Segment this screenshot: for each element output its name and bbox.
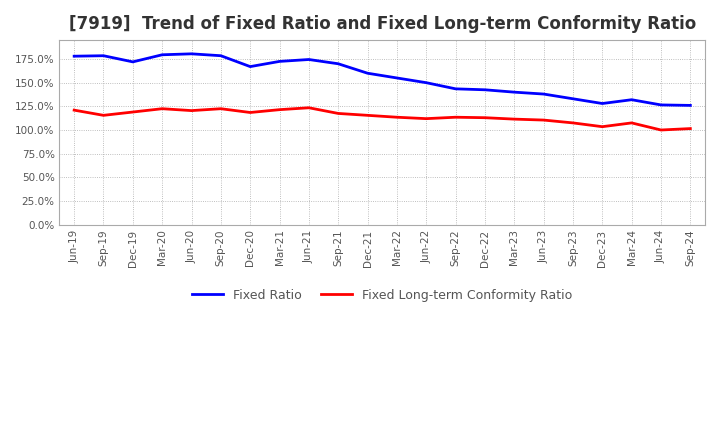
Fixed Ratio	[451, 86, 460, 92]
Fixed Long-term Conformity Ratio	[510, 117, 518, 122]
Fixed Ratio	[217, 53, 225, 59]
Fixed Long-term Conformity Ratio	[569, 120, 577, 125]
Fixed Long-term Conformity Ratio	[187, 108, 196, 113]
Fixed Ratio	[598, 101, 607, 106]
Fixed Long-term Conformity Ratio	[657, 127, 665, 132]
Fixed Ratio	[128, 59, 137, 65]
Fixed Long-term Conformity Ratio	[364, 113, 372, 118]
Fixed Long-term Conformity Ratio	[158, 106, 166, 111]
Fixed Ratio	[657, 102, 665, 107]
Fixed Ratio	[686, 103, 695, 108]
Fixed Ratio	[539, 92, 548, 97]
Fixed Long-term Conformity Ratio	[70, 107, 78, 113]
Fixed Long-term Conformity Ratio	[539, 117, 548, 123]
Fixed Ratio	[70, 54, 78, 59]
Fixed Ratio	[364, 70, 372, 76]
Fixed Ratio	[481, 87, 490, 92]
Fixed Long-term Conformity Ratio	[275, 107, 284, 112]
Fixed Long-term Conformity Ratio	[217, 106, 225, 111]
Fixed Ratio	[569, 96, 577, 101]
Fixed Long-term Conformity Ratio	[392, 114, 401, 120]
Line: Fixed Long-term Conformity Ratio: Fixed Long-term Conformity Ratio	[74, 108, 690, 130]
Fixed Long-term Conformity Ratio	[451, 114, 460, 120]
Fixed Ratio	[392, 75, 401, 81]
Line: Fixed Ratio: Fixed Ratio	[74, 54, 690, 106]
Fixed Ratio	[187, 51, 196, 56]
Fixed Ratio	[422, 80, 431, 85]
Fixed Ratio	[334, 61, 343, 66]
Fixed Ratio	[158, 52, 166, 57]
Legend: Fixed Ratio, Fixed Long-term Conformity Ratio: Fixed Ratio, Fixed Long-term Conformity …	[187, 284, 577, 307]
Fixed Ratio	[627, 97, 636, 103]
Fixed Long-term Conformity Ratio	[305, 105, 313, 110]
Fixed Long-term Conformity Ratio	[598, 124, 607, 129]
Fixed Long-term Conformity Ratio	[246, 110, 255, 115]
Title: [7919]  Trend of Fixed Ratio and Fixed Long-term Conformity Ratio: [7919] Trend of Fixed Ratio and Fixed Lo…	[68, 15, 696, 33]
Fixed Long-term Conformity Ratio	[99, 113, 108, 118]
Fixed Long-term Conformity Ratio	[422, 116, 431, 121]
Fixed Long-term Conformity Ratio	[481, 115, 490, 121]
Fixed Long-term Conformity Ratio	[686, 126, 695, 131]
Fixed Long-term Conformity Ratio	[627, 120, 636, 125]
Fixed Long-term Conformity Ratio	[128, 110, 137, 115]
Fixed Ratio	[510, 89, 518, 95]
Fixed Ratio	[275, 59, 284, 64]
Fixed Ratio	[305, 57, 313, 62]
Fixed Ratio	[246, 64, 255, 69]
Fixed Ratio	[99, 53, 108, 59]
Fixed Long-term Conformity Ratio	[334, 111, 343, 116]
